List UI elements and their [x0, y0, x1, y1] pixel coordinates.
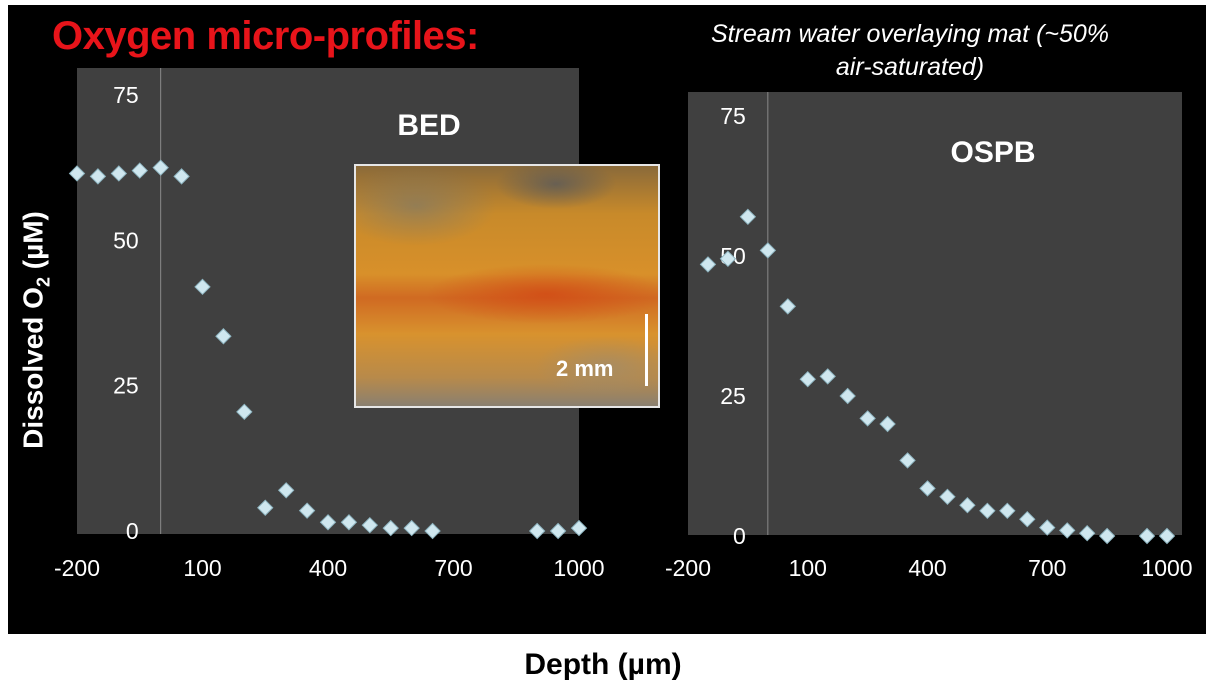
chart-2-data-point [779, 298, 796, 315]
chart-1-data-point [549, 522, 567, 540]
chart-1-data-point [215, 328, 232, 345]
chart-1-data-point [570, 519, 588, 537]
chart-2-y-tick-label: 0 [733, 523, 746, 549]
chart-2-data-point [899, 452, 916, 469]
chart-1-data-point [403, 519, 420, 537]
y-axis-label-subscript: 2 [33, 277, 54, 288]
chart-2-data-point [1039, 519, 1056, 536]
chart-2-data-point [819, 368, 836, 385]
chart-2-data-point [1098, 527, 1116, 545]
chart-2-y-tick-label: 25 [720, 383, 746, 409]
chart-1-data-point [152, 159, 169, 176]
chart-1-y-tick-label: 75 [113, 82, 139, 108]
y-axis-label-suffix: (µM) [17, 211, 49, 278]
chart-1-data-point [89, 168, 107, 185]
chart-2-data-point [799, 370, 816, 388]
chart-1-data-point [424, 522, 441, 540]
chart-2-data-point [999, 502, 1016, 520]
chart-2-data-point [1138, 527, 1156, 545]
chart-1-data-point [340, 514, 358, 531]
chart-1-x-tick-label: 1000 [553, 555, 604, 581]
chart-1-data-point [131, 162, 148, 179]
chart-1-data-point [298, 502, 316, 519]
chart-2-data-point [879, 415, 896, 433]
chart-1-y-tick-label: 50 [113, 227, 139, 253]
chart-1-x-tick-label: 400 [309, 555, 347, 581]
chart-1-x-tick-label: 100 [183, 555, 221, 581]
chart-2-y-tick-label: 75 [720, 103, 746, 129]
chart-1-data-point [257, 499, 274, 516]
chart-2-title: OSPB [950, 136, 1035, 169]
chart-1-data-point [277, 482, 295, 499]
chart-2-data-point [1158, 527, 1176, 545]
chart-2-x-tick-label: -200 [665, 555, 711, 581]
chart-2-data-point [839, 387, 856, 405]
chart-2-data-point [919, 480, 936, 497]
chart-2-x-tick-label: 400 [908, 555, 946, 581]
chart-1-data-point [382, 519, 399, 537]
chart-1-data-point [319, 514, 337, 531]
scale-bar-label: 2 mm [556, 356, 614, 381]
chart-1-data-point [110, 165, 128, 182]
x-axis-label: Depth (µm) [524, 648, 682, 681]
chart-1-data-point [173, 168, 190, 185]
chart-2-data-point [859, 410, 876, 427]
chart-2-data-point [959, 496, 976, 514]
chart-2-x-tick-label: 700 [1028, 555, 1066, 581]
chart-1-x-tick-label: -200 [54, 555, 100, 581]
chart-2-plot-area [688, 92, 1182, 535]
chart-1-y-tick-label: 25 [113, 373, 139, 399]
chart-2-data-point [979, 502, 996, 520]
chart-1-data-point [68, 165, 86, 182]
y-axis-label-prefix: Dissolved O [17, 287, 49, 449]
chart-2-data-point [1059, 522, 1076, 539]
chart-2-x-tick-label: 1000 [1141, 555, 1192, 581]
annotation-text: Stream water overlaying mat (~50% air-sa… [710, 20, 1110, 81]
chart-2-data-point [739, 208, 757, 226]
chart-1-data-point [194, 278, 211, 296]
chart-1-y-tick-label: 0 [126, 518, 139, 544]
scale-bar [645, 314, 648, 386]
chart-2-data-point [939, 488, 956, 506]
chart-1-title: BED [397, 109, 460, 142]
chart-2-data-point [1019, 510, 1036, 528]
chart-1-data-point [236, 403, 253, 421]
chart-2-data-point [1078, 524, 1096, 542]
mat-photo: 2 mm [354, 164, 660, 408]
chart-1-data-point [528, 522, 546, 540]
chart-2-data-point [759, 242, 777, 259]
y-axis-label: Dissolved O2 (µM) [18, 211, 55, 449]
chart-1-x-tick-label: 700 [434, 555, 472, 581]
chart-2-data-point [699, 256, 717, 273]
chart-1-data-point [361, 516, 379, 534]
chart-2-x-tick-label: 100 [789, 555, 827, 581]
chart-2-data-point [719, 250, 737, 268]
main-title: Oxygen micro-profiles: [52, 14, 479, 58]
